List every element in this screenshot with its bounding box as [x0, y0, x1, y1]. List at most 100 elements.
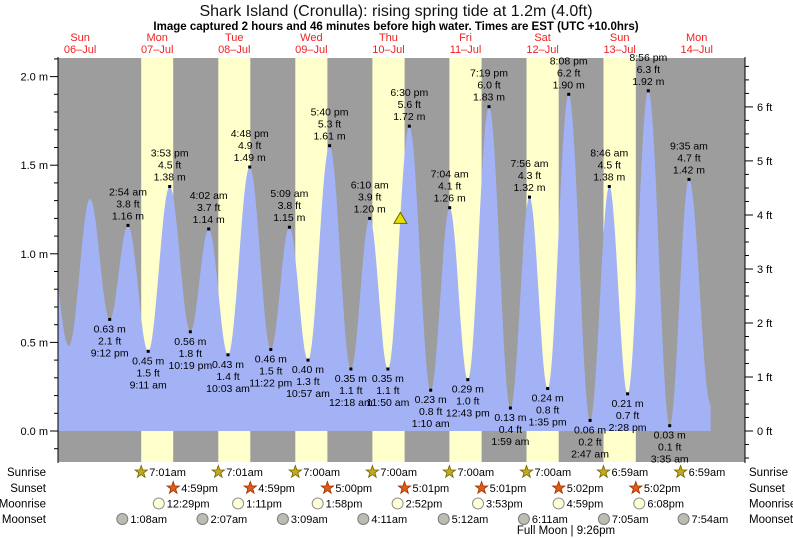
high-tide-label: 1.61 m — [314, 131, 346, 143]
sunrise-time-label: 7:00am — [380, 467, 417, 479]
moonset-time-label: 5:12am — [452, 514, 489, 526]
high-tide-label: 3.9 ft — [358, 191, 381, 203]
low-tide-label: 1.8 ft — [179, 348, 202, 360]
high-tide-label: 1.26 m — [434, 193, 466, 205]
sunset-row-label-right: Sunset — [749, 483, 786, 495]
high-tide-label: 4:48 pm — [231, 128, 269, 140]
low-tide-label: 0.24 m — [532, 393, 564, 405]
tide-extreme-point — [226, 353, 230, 357]
tide-extreme-point — [448, 206, 452, 210]
day-of-week-label: Sat — [534, 32, 551, 44]
moonset-circle-icon — [597, 513, 610, 525]
day-date-label: 10–Jul — [372, 44, 404, 56]
high-tide-label: 3:53 pm — [151, 148, 189, 160]
tide-extreme-point — [607, 185, 611, 188]
low-tide-label: 0.45 m — [132, 355, 164, 367]
tide-extreme-point — [646, 89, 650, 93]
high-tide-label: 3.8 ft — [116, 198, 139, 210]
high-tide-label: 5.3 ft — [318, 119, 341, 131]
moonrise-circle-icon — [552, 497, 565, 510]
high-tide-label: 8:46 am — [590, 148, 628, 160]
moon-phase-label: Full Moon | 9:26pm — [517, 525, 615, 537]
low-tide-label: 2:28 pm — [609, 422, 647, 434]
right-axis-tick-label: 5 ft — [757, 156, 772, 168]
tide-extreme-point — [626, 392, 630, 396]
low-tide-label: 1:59 am — [491, 436, 529, 448]
low-tide-label: 11:50 am — [366, 397, 409, 409]
page-subtitle: Image captured 2 hours and 46 minutes be… — [153, 21, 638, 33]
high-tide-label: 3.8 ft — [278, 200, 301, 212]
sunrise-star-icon — [442, 464, 457, 479]
low-tide-label: 12:43 pm — [446, 408, 490, 420]
sunrise-time-label: 6:59am — [689, 467, 726, 479]
sunrise-star-icon — [210, 464, 226, 479]
high-tide-label: 1.72 m — [393, 111, 425, 123]
high-tide-label: 1.38 m — [593, 172, 625, 184]
high-tide-label: 1.32 m — [513, 182, 545, 194]
sunset-star-icon — [320, 480, 335, 495]
high-tide-label: 4.5 ft — [598, 160, 621, 172]
high-tide-label: 4.5 ft — [158, 160, 181, 172]
day-of-week-label: Thu — [379, 32, 398, 44]
low-tide-label: 0.2 ft — [578, 436, 601, 448]
day-of-week-label: Tue — [225, 32, 244, 44]
low-tide-label: 0.56 m — [174, 336, 206, 348]
low-tide-label: 1:10 am — [412, 418, 450, 430]
right-axis-tick-label: 0 ft — [757, 426, 772, 438]
moonset-circle-icon — [116, 513, 129, 525]
moonset-time-label: 2:07am — [211, 514, 248, 526]
moonset-row-label-right: Moonset — [749, 514, 793, 526]
high-tide-label: 8:56 pm — [629, 52, 667, 64]
low-tide-label: 0.13 m — [494, 412, 526, 424]
moonrise-row-label-left: Moonrise — [0, 499, 46, 511]
low-tide-label: 9:11 am — [130, 379, 167, 391]
moonset-time-label: 6:11am — [532, 514, 568, 526]
sunrise-time-label: 7:00am — [303, 467, 340, 479]
moonset-time-label: 1:08am — [130, 514, 167, 526]
high-tide-label: 4.1 ft — [438, 181, 461, 193]
high-tide-label: 1.92 m — [632, 76, 664, 88]
tide-extreme-point — [207, 227, 211, 231]
sunrise-star-icon — [133, 464, 149, 479]
tide-extreme-point — [306, 358, 310, 362]
tide-extreme-point — [146, 349, 150, 353]
tide-extreme-point — [429, 388, 433, 392]
sunrise-time-label: 7:01am — [226, 467, 263, 479]
sunrise-star-icon — [673, 464, 688, 479]
high-tide-label: 6.2 ft — [557, 67, 580, 79]
sunrise-star-icon — [596, 464, 611, 479]
low-tide-label: 0.29 m — [452, 384, 484, 396]
moonset-circle-icon — [357, 513, 370, 525]
low-tide-label: 0.8 ft — [536, 405, 559, 417]
high-tide-label: 3.7 ft — [197, 202, 220, 214]
tide-extreme-point — [528, 195, 531, 199]
moonrise-time-label: 2:52pm — [406, 499, 443, 511]
moonrise-time-label: 1:11pm — [246, 499, 282, 511]
right-axis-tick-label: 2 ft — [757, 318, 772, 330]
sunset-star-icon — [628, 480, 644, 495]
sunset-row-label-left: Sunset — [10, 483, 47, 495]
tide-curve-area — [58, 90, 711, 432]
day-of-week-label: Fri — [459, 32, 472, 44]
high-tide-label: 6:10 am — [351, 179, 389, 191]
sunrise-time-label: 7:00am — [535, 467, 572, 479]
high-tide-label: 2:54 am — [109, 186, 147, 198]
tide-extreme-point — [126, 223, 130, 227]
low-tide-label: 2.1 ft — [98, 335, 121, 347]
low-tide-label: 12:18 am — [329, 397, 373, 409]
moonset-circle-icon — [276, 513, 289, 525]
sunrise-star-icon — [287, 464, 303, 479]
high-tide-label: 6.0 ft — [477, 80, 500, 92]
high-tide-label: 5.6 ft — [398, 99, 421, 111]
tide-extreme-point — [328, 144, 332, 148]
high-tide-label: 1.20 m — [354, 203, 386, 215]
moonset-circle-icon — [196, 513, 209, 525]
right-axis-tick-label: 4 ft — [757, 210, 772, 222]
sunset-time-label: 5:02pm — [567, 483, 604, 495]
low-tide-label: 11:22 pm — [249, 378, 292, 390]
moonrise-circle-icon — [391, 497, 404, 510]
low-tide-label: 0.4 ft — [499, 424, 522, 436]
current-time-marker — [393, 211, 408, 224]
moonrise-time-label: 6:08pm — [647, 499, 684, 511]
tide-extreme-point — [269, 348, 273, 351]
